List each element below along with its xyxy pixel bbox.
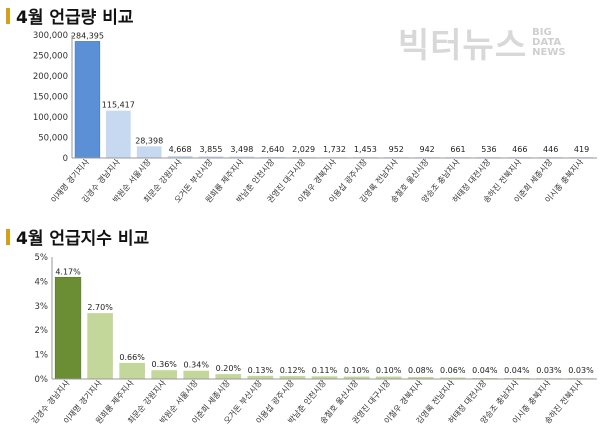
data-label: 466 bbox=[512, 145, 527, 154]
data-label: 115,417 bbox=[102, 101, 135, 110]
data-label: 4,668 bbox=[169, 145, 192, 154]
bar bbox=[229, 156, 255, 158]
bar bbox=[279, 376, 306, 379]
bar bbox=[198, 156, 224, 158]
title-marker bbox=[6, 228, 10, 245]
y-tick-label: 4% bbox=[35, 277, 49, 287]
title-marker bbox=[6, 7, 10, 24]
data-label: 2.70% bbox=[87, 303, 113, 312]
y-tick-label: 0 bbox=[63, 154, 68, 164]
data-label: 0.04% bbox=[504, 366, 530, 375]
data-label: 3,855 bbox=[200, 145, 223, 154]
bar bbox=[167, 156, 193, 158]
y-tick-label: 1% bbox=[35, 351, 49, 361]
data-label: 0.08% bbox=[408, 366, 434, 375]
bar bbox=[119, 362, 145, 379]
bar bbox=[136, 146, 162, 158]
bar bbox=[215, 374, 242, 379]
data-label: 4.17% bbox=[55, 267, 81, 276]
watermark-logo: 빅터뉴스 BIG DATA NEWS bbox=[398, 18, 566, 67]
bar bbox=[311, 376, 338, 379]
data-label: 0.12% bbox=[280, 366, 306, 375]
y-tick-label: 300,000 bbox=[33, 31, 68, 41]
data-label: 284,395 bbox=[71, 31, 104, 40]
y-tick-label: 5% bbox=[35, 253, 49, 263]
bar bbox=[105, 110, 131, 158]
data-label: 661 bbox=[450, 145, 465, 154]
y-tick-label: 150,000 bbox=[33, 93, 68, 103]
top-title-text: 4월 언급량 비교 bbox=[16, 8, 134, 28]
watermark-sub-line: NEWS bbox=[532, 46, 566, 58]
watermark-sub: BIG DATA NEWS bbox=[527, 26, 566, 58]
data-label: 0.04% bbox=[472, 366, 498, 375]
watermark-sub-line: DATA bbox=[532, 36, 562, 48]
watermark-sub-line: BIG bbox=[532, 26, 552, 38]
bar bbox=[375, 376, 402, 379]
bar bbox=[407, 377, 434, 379]
data-label: 0.10% bbox=[344, 366, 370, 375]
data-label: 536 bbox=[481, 145, 496, 154]
data-label: 0.10% bbox=[376, 366, 402, 375]
data-label: 942 bbox=[420, 145, 435, 154]
data-label: 3,498 bbox=[230, 145, 253, 154]
data-label: 446 bbox=[543, 145, 558, 154]
bar bbox=[54, 276, 82, 380]
data-label: 0.11% bbox=[312, 366, 338, 375]
data-label: 0.03% bbox=[568, 366, 594, 375]
bottom-title-text: 4월 언급지수 비교 bbox=[16, 229, 150, 249]
y-tick-label: 2% bbox=[35, 326, 49, 336]
y-tick-label: 200,000 bbox=[33, 72, 68, 82]
data-label: 0.13% bbox=[248, 366, 274, 375]
bar bbox=[151, 370, 178, 379]
data-label: 952 bbox=[389, 145, 404, 154]
data-label: 1,453 bbox=[354, 145, 377, 154]
data-label: 2,029 bbox=[292, 145, 315, 154]
bar bbox=[87, 313, 113, 379]
data-label: 419 bbox=[574, 145, 589, 154]
data-label: 2,640 bbox=[261, 145, 284, 154]
bar bbox=[343, 376, 370, 379]
y-tick-label: 250,000 bbox=[33, 52, 68, 62]
data-label: 0.36% bbox=[151, 360, 177, 369]
bottom-chart-title: 4월 언급지수 비교 bbox=[0, 224, 149, 249]
bar bbox=[247, 375, 274, 379]
data-label: 0.03% bbox=[536, 366, 562, 375]
data-label: 0.66% bbox=[119, 353, 145, 362]
data-label: 1,732 bbox=[323, 145, 346, 154]
bar bbox=[183, 370, 210, 379]
data-label: 0.20% bbox=[216, 364, 242, 373]
y-tick-label: 3% bbox=[35, 302, 49, 312]
data-label: 0.06% bbox=[440, 366, 466, 375]
data-label: 0.34% bbox=[184, 361, 210, 370]
y-tick-label: 50,000 bbox=[38, 134, 68, 144]
data-label: 28,398 bbox=[135, 136, 163, 145]
y-tick-label: 100,000 bbox=[33, 113, 68, 123]
bar bbox=[439, 377, 466, 379]
watermark-main-text: 빅터뉴스 bbox=[398, 26, 528, 66]
top-bar-chart: 0 50,000 100,000 150,000 200,000 250,000 300,0… bbox=[33, 31, 597, 205]
bar bbox=[260, 156, 286, 158]
top-chart-title: 4월 언급량 비교 bbox=[0, 3, 134, 28]
y-tick-label: 0% bbox=[35, 375, 49, 385]
